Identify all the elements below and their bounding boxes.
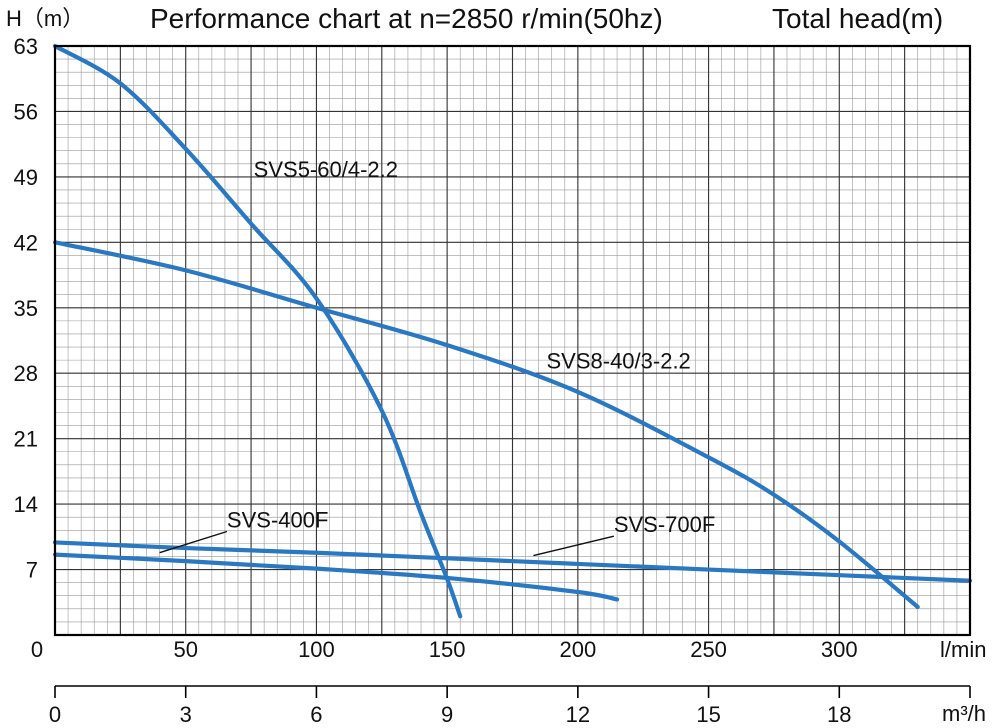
y-tick-label: 35 bbox=[14, 296, 38, 321]
y-tick-label: 49 bbox=[14, 165, 38, 190]
x-tick-label: 100 bbox=[298, 637, 335, 662]
x2-tick-label: 0 bbox=[49, 702, 61, 727]
series-line-svs-700f bbox=[52, 540, 973, 583]
axes: 7 14 21 28 35 42 49 56 63 0 50 100 150 200 250 300 0 3 6 9 1… bbox=[14, 34, 972, 727]
grid bbox=[54, 45, 971, 636]
x-tick-label: 200 bbox=[559, 637, 596, 662]
x-tick-label: 250 bbox=[690, 637, 727, 662]
x-tick-label: 0 bbox=[31, 637, 43, 662]
x-tick-label: 150 bbox=[429, 637, 466, 662]
y-tick-label: 42 bbox=[14, 230, 38, 255]
x-axis-unit: l/min bbox=[940, 637, 986, 662]
chart-title: Performance chart at n=2850 r/min(50hz) bbox=[150, 3, 663, 34]
x-tick-label: 300 bbox=[821, 637, 858, 662]
series-line-svs-400f bbox=[52, 552, 620, 602]
x-tick-label: 50 bbox=[173, 637, 197, 662]
y-tick-label: 7 bbox=[26, 558, 38, 583]
x2-tick-label: 9 bbox=[441, 702, 453, 727]
annotation-leader-line bbox=[533, 535, 615, 557]
y-tick-label: 28 bbox=[14, 361, 38, 386]
series-layer bbox=[52, 43, 973, 619]
x2-tick-label: 6 bbox=[310, 702, 322, 727]
annotation-leader-line bbox=[159, 530, 228, 554]
y-axis-label-right: Total head(m) bbox=[772, 3, 943, 34]
x2-axis-unit: m³/h bbox=[942, 701, 986, 726]
series-label: SVS5-60/4-2.2 bbox=[254, 157, 398, 182]
series-label: SVS8-40/3-2.2 bbox=[546, 349, 690, 374]
y-tick-label: 21 bbox=[14, 427, 38, 452]
x2-tick-label: 18 bbox=[827, 702, 851, 727]
labels: SVS5-60/4-2.2 SVS8-40/3-2.2 SVS-400F SVS-70… bbox=[159, 157, 716, 557]
x2-tick-label: 12 bbox=[566, 702, 590, 727]
series-annotation: SVS-400F bbox=[227, 507, 329, 532]
y-tick-label: 56 bbox=[14, 99, 38, 124]
series-annotation: SVS-700F bbox=[614, 512, 716, 537]
plot-frame bbox=[53, 44, 972, 637]
x2-tick-label: 3 bbox=[180, 702, 192, 727]
y-tick-label: 63 bbox=[14, 34, 38, 59]
series-line-svs8-40-3-2-2 bbox=[52, 240, 920, 610]
x2-tick-label: 15 bbox=[696, 702, 720, 727]
series-line-svs5-60-4-2-2 bbox=[52, 43, 463, 619]
y-axis-label: H（m） bbox=[6, 6, 84, 31]
y-tick-label: 14 bbox=[14, 492, 38, 517]
